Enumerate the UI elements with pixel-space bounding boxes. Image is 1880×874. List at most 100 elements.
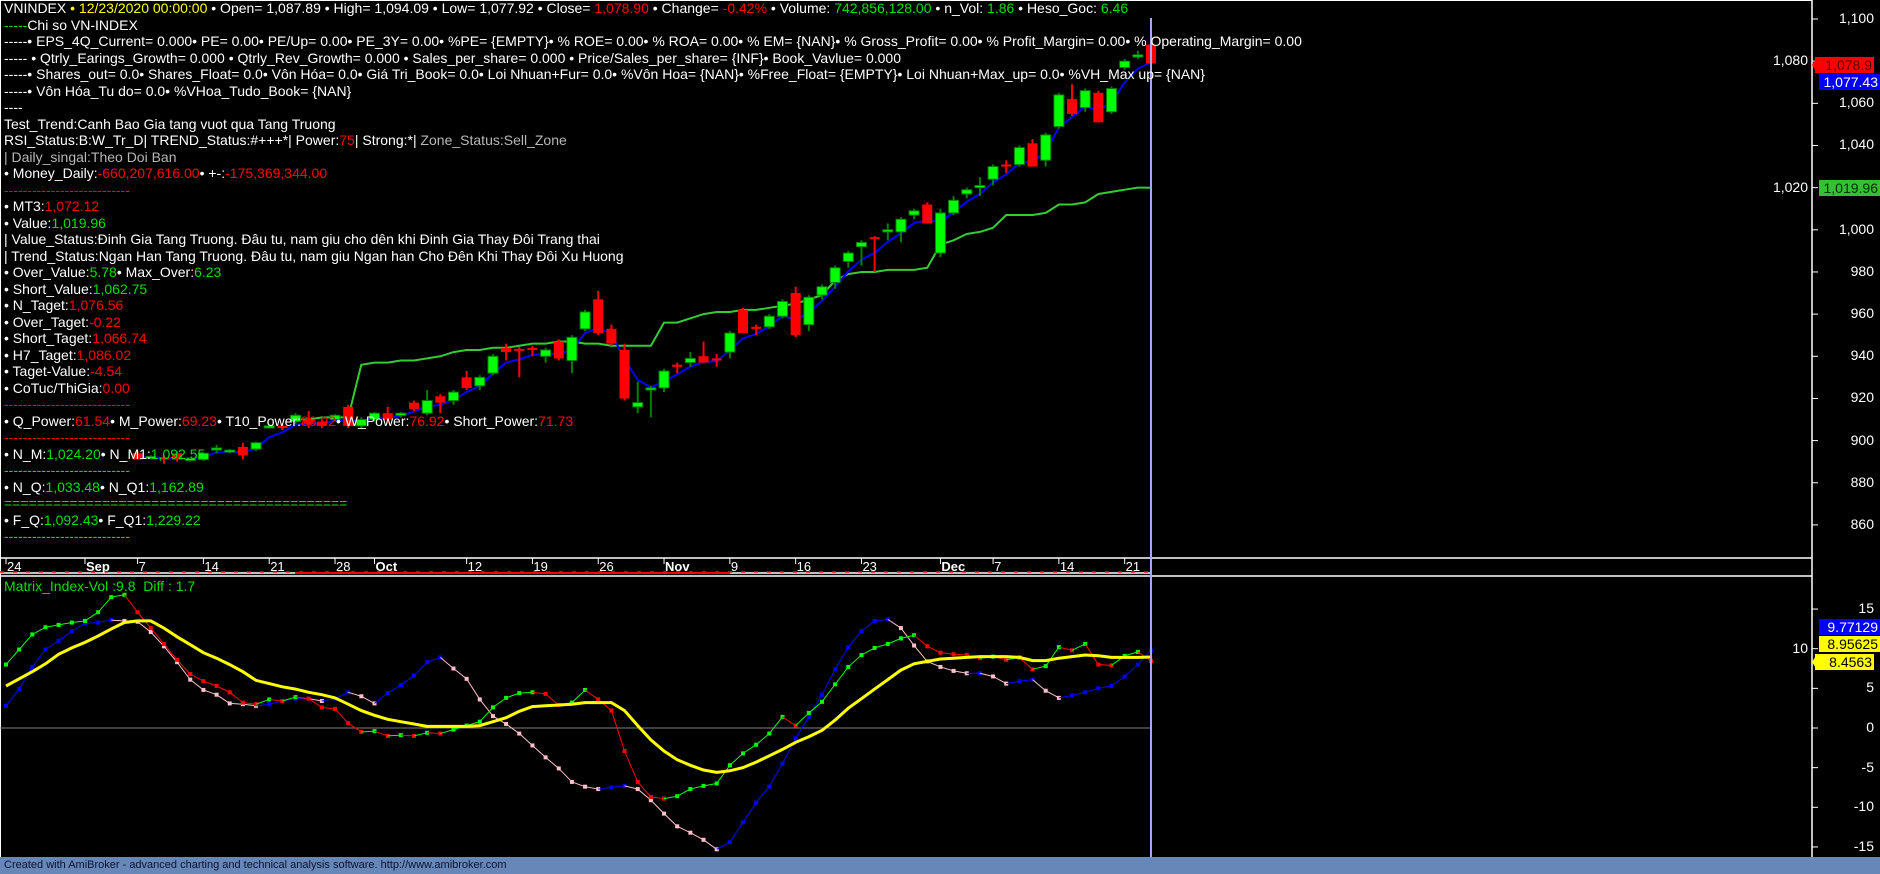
candle (579, 309, 591, 331)
candle (184, 457, 196, 462)
candle-body (672, 364, 683, 367)
oscillator-a-segment (413, 732, 428, 737)
candle-body (408, 402, 419, 409)
value-tag: 1,078.9 (1815, 57, 1874, 73)
candle (1119, 59, 1131, 70)
oscillator-a-segment (821, 684, 836, 703)
candle-body (316, 421, 327, 426)
candle (408, 400, 419, 412)
oscillator-a-segment (1045, 646, 1060, 667)
oscillator-b-segment (150, 631, 165, 647)
candle (1079, 88, 1091, 112)
oscillator-b-segment (176, 661, 191, 680)
candle (711, 354, 722, 367)
candle (776, 299, 788, 319)
oscillator-b-segment (321, 698, 336, 702)
x-tick-label: 12 (467, 559, 483, 574)
candle (1067, 84, 1078, 116)
oscillator-a-segment (97, 596, 112, 613)
candle (724, 330, 736, 359)
candle-body (1067, 99, 1078, 114)
status-bar: Created with AmiBroker - advanced charti… (0, 857, 1880, 874)
y-tick-label: 0 (1866, 719, 1874, 735)
oscillator-b-segment (31, 649, 46, 668)
oscillator-a-point (4, 662, 8, 667)
candle-body (842, 252, 854, 262)
candle (948, 196, 960, 216)
candle-body (579, 311, 591, 330)
y-tick-label: 1,040 (1838, 136, 1874, 153)
candle (395, 412, 407, 418)
candle-body (527, 347, 538, 350)
candle (501, 343, 512, 361)
candle-body (908, 210, 920, 216)
oscillator-b-segment (84, 622, 99, 624)
oscillator-b-segment (1124, 664, 1139, 677)
oscillator-a-segment (690, 785, 704, 790)
oscillator-b-segment (505, 723, 520, 734)
candle-body (1013, 147, 1025, 165)
candle (684, 352, 696, 367)
value-tag: 1,019.96 (1819, 180, 1880, 196)
oscillator-a-segment (637, 781, 652, 798)
oscillator-b-segment (611, 785, 625, 788)
candle (816, 284, 828, 300)
candle (1040, 132, 1052, 167)
candle (829, 265, 841, 289)
candle-body (382, 413, 393, 420)
y-tick-label: 15 (1858, 600, 1874, 617)
candle-body (1001, 164, 1012, 167)
candle (514, 346, 525, 378)
oscillator-a-segment (610, 710, 626, 752)
oscillator-a-segment (887, 637, 902, 645)
candle-body (632, 402, 644, 408)
oscillator-a-segment (111, 594, 125, 598)
candle-body (1119, 60, 1131, 68)
candle (738, 307, 749, 334)
candle-body (606, 328, 617, 344)
candle-body (974, 185, 986, 189)
value-tag: 8.95625 (1819, 636, 1880, 652)
candle-body (751, 326, 762, 329)
candle-body (158, 457, 169, 460)
candle-body (184, 458, 196, 462)
oscillator-b-segment (834, 646, 849, 670)
oscillator-b-segment (361, 695, 375, 704)
oscillator-b-segment (374, 692, 388, 704)
candle (987, 164, 999, 186)
candle (290, 413, 302, 424)
y-tick-label: 1,080 (1772, 52, 1808, 69)
candle-body (816, 286, 828, 296)
candle-body (645, 387, 657, 391)
candle (645, 385, 657, 418)
candle (672, 362, 683, 374)
oscillator-b-segment (690, 832, 704, 841)
x-tick-label: 16 (796, 559, 812, 574)
candle-body (461, 377, 472, 388)
x-tick-label: Dec (941, 559, 966, 574)
candle-body (882, 229, 894, 233)
candle-body (763, 315, 775, 328)
candle (303, 411, 314, 428)
oscillator-a-segment (400, 734, 415, 737)
oscillator-b-segment (1032, 679, 1047, 692)
candle-body (540, 349, 552, 357)
candle (382, 406, 393, 424)
oscillator-a-segment (663, 795, 678, 800)
candle-body (1027, 143, 1038, 167)
x-tick-label: Oct (375, 559, 398, 574)
oscillator-a-segment (190, 673, 204, 682)
candle-body (855, 241, 867, 248)
oscillator-b-segment (479, 699, 494, 717)
oscillator-a-segment (269, 698, 283, 702)
candle (224, 449, 236, 454)
candle (355, 417, 367, 428)
oscillator-a-segment (176, 659, 191, 675)
candle-body (987, 166, 999, 180)
oscillator-b-segment (1098, 685, 1112, 689)
candle (908, 208, 920, 220)
x-tick-label: 23 (862, 559, 877, 574)
oscillator-b-segment (887, 618, 902, 629)
oscillator-b-segment (1111, 676, 1125, 687)
